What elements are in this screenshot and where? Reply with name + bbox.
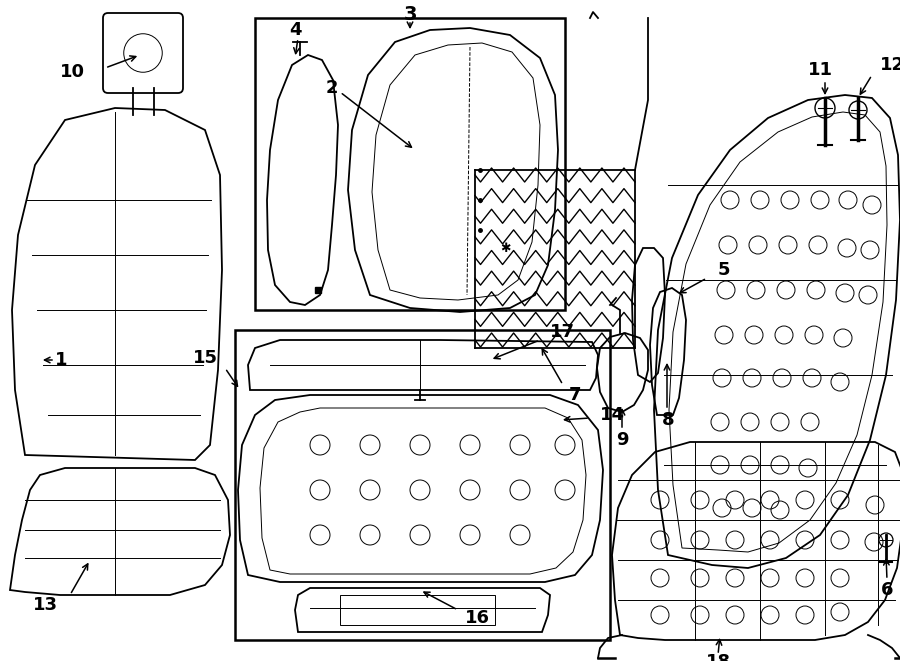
Bar	[255, 18, 565, 310]
Text: 4: 4	[289, 21, 302, 39]
Text: 3: 3	[403, 5, 417, 24]
Text: 5: 5	[718, 261, 731, 279]
Text: 16: 16	[465, 609, 490, 627]
Text: 10: 10	[60, 63, 85, 81]
Text: 6: 6	[881, 581, 893, 599]
Bar	[340, 595, 495, 625]
Text: 11: 11	[807, 61, 833, 79]
Text: 2: 2	[326, 79, 338, 97]
Text: 18: 18	[706, 653, 731, 661]
Text: 14: 14	[600, 406, 625, 424]
Text: ✱: ✱	[500, 241, 510, 254]
Bar	[235, 330, 610, 640]
Text: 17: 17	[550, 323, 575, 341]
Text: 13: 13	[33, 596, 58, 614]
Text: 7: 7	[569, 386, 581, 404]
Text: 1: 1	[55, 351, 68, 369]
Text: 12: 12	[880, 56, 900, 74]
Text: 9: 9	[616, 431, 628, 449]
Text: 15: 15	[193, 349, 218, 367]
Text: 8: 8	[662, 411, 674, 429]
